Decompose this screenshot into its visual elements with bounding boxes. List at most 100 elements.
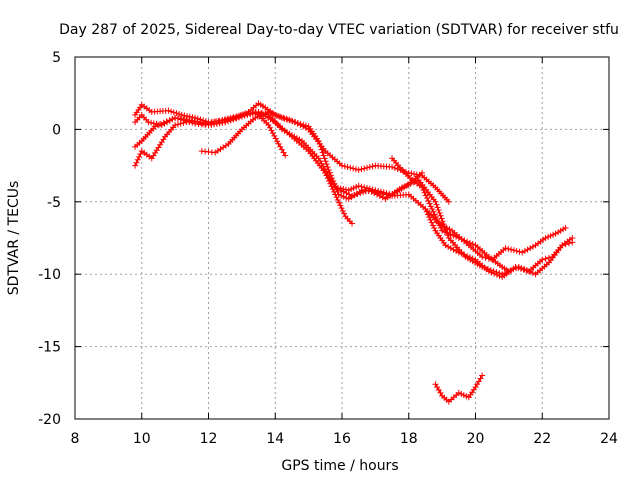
data-point [319, 149, 326, 156]
y-axis-label: SDTVAR / TECUs [6, 181, 22, 296]
data-point [466, 254, 473, 261]
data-point [407, 180, 414, 187]
data-point [265, 109, 272, 116]
data-point [338, 205, 345, 212]
data-point [289, 118, 296, 125]
data-point [337, 202, 344, 209]
data-point [426, 200, 433, 207]
data-point [496, 272, 503, 279]
data-point [562, 224, 569, 231]
data-point [493, 271, 500, 278]
data-point [257, 112, 264, 119]
data-point [192, 114, 199, 121]
data-point [550, 231, 557, 238]
data-point [166, 117, 173, 124]
data-point [297, 120, 304, 127]
data-point [519, 249, 526, 256]
data-point [339, 162, 345, 169]
data-point [134, 156, 141, 163]
series-track-8 [432, 372, 486, 405]
data-point [529, 243, 536, 250]
data-point [399, 184, 406, 191]
axis-ticks [74, 56, 610, 420]
series-track-4 [132, 109, 289, 159]
data-point [557, 227, 564, 234]
data-point [521, 248, 528, 255]
data-point [432, 198, 439, 205]
data-point [482, 254, 489, 261]
data-point [517, 265, 524, 272]
x-tick-label: 14 [266, 431, 284, 447]
data-point [369, 163, 376, 170]
data-point [355, 166, 362, 173]
data-point [322, 169, 329, 176]
data-point [386, 192, 393, 199]
x-tick-label: 24 [600, 431, 618, 447]
data-point [469, 255, 476, 262]
data-point [442, 242, 449, 249]
data-point [283, 129, 290, 136]
data-point [424, 195, 431, 202]
data-point [273, 112, 280, 119]
data-point [461, 251, 468, 258]
x-tick-label: 12 [200, 431, 218, 447]
data-point [230, 116, 237, 123]
data-point [327, 180, 334, 187]
data-point [172, 122, 179, 129]
data-point [320, 152, 327, 159]
data-point [284, 116, 291, 123]
data-point [323, 161, 330, 168]
data-point [502, 245, 509, 252]
x-tick-label: 10 [133, 431, 151, 447]
data-point [560, 226, 567, 233]
data-point [411, 170, 418, 177]
series-track-6 [322, 169, 356, 227]
data-point [559, 242, 566, 249]
data-point [336, 199, 343, 206]
data-point [324, 175, 331, 182]
data-point [294, 120, 301, 127]
series-layer [132, 100, 576, 405]
data-point [438, 215, 445, 222]
data-point [316, 140, 323, 147]
data-point [555, 229, 562, 236]
data-point [133, 159, 140, 166]
data-point [433, 201, 440, 208]
data-point [170, 109, 177, 116]
data-point [244, 111, 251, 118]
data-point [529, 269, 536, 276]
data-point [189, 119, 196, 126]
data-point [516, 248, 523, 255]
data-point [353, 183, 360, 190]
data-point [460, 392, 467, 399]
data-point [430, 208, 437, 215]
data-point [332, 191, 339, 198]
data-point [278, 114, 285, 121]
data-point [180, 117, 187, 124]
data-point [331, 188, 338, 195]
data-point [321, 155, 328, 162]
data-point [436, 209, 443, 216]
data-point [249, 109, 256, 116]
data-point [350, 165, 357, 172]
data-point [463, 393, 470, 400]
data-point [272, 135, 279, 142]
x-tick-label: 18 [400, 431, 418, 447]
data-point [445, 198, 452, 205]
data-point [186, 118, 193, 125]
data-point [178, 111, 185, 118]
data-point [425, 197, 432, 204]
data-point [446, 226, 453, 233]
data-point [323, 172, 330, 179]
data-point [441, 223, 448, 230]
data-point [224, 118, 231, 125]
data-point [181, 112, 188, 119]
data-point [464, 253, 471, 260]
data-point [282, 152, 289, 159]
data-point [429, 222, 436, 229]
data-point [372, 188, 379, 195]
data-point [524, 246, 531, 253]
data-point [300, 121, 307, 128]
data-point [328, 183, 335, 190]
data-point [352, 166, 359, 173]
